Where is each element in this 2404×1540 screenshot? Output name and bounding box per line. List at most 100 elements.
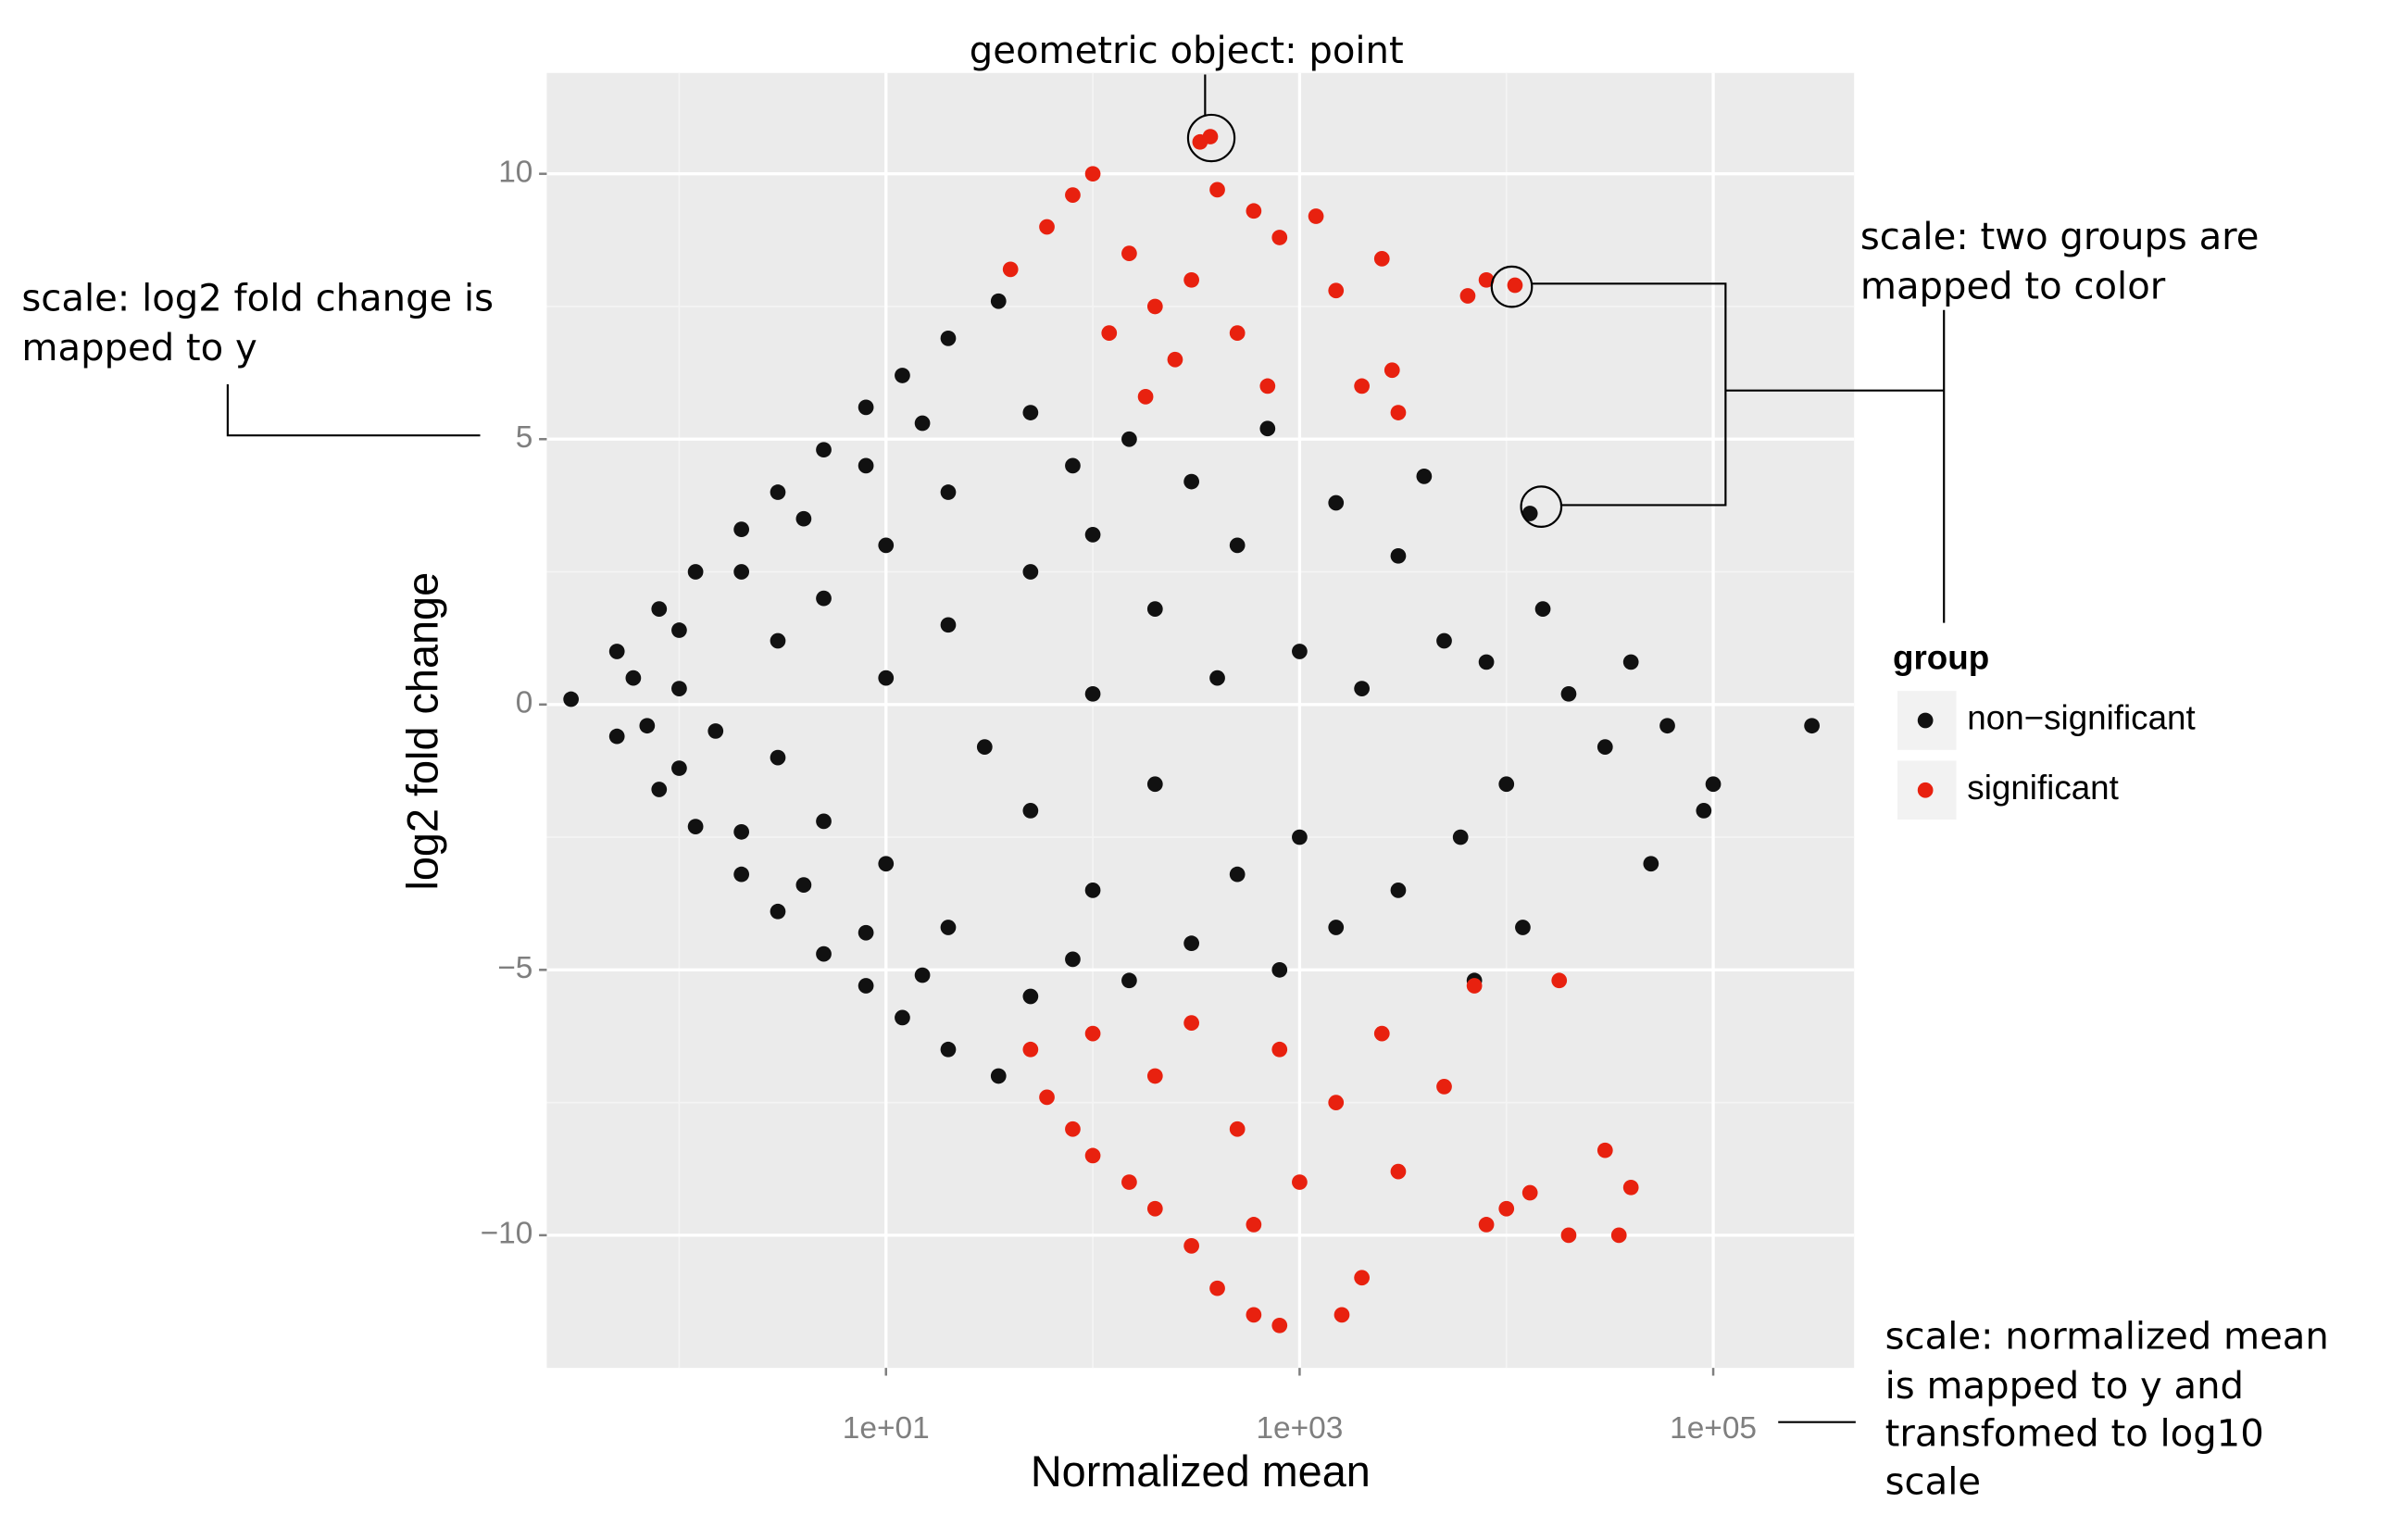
- point: [733, 521, 750, 538]
- point: [1478, 654, 1495, 670]
- point: [687, 819, 704, 834]
- point: [1209, 670, 1225, 686]
- point: [1229, 866, 1246, 883]
- point: [1259, 378, 1276, 394]
- point: [625, 670, 642, 686]
- point: [651, 601, 668, 617]
- point: [1209, 1280, 1225, 1296]
- point: [858, 457, 874, 474]
- point: [914, 967, 931, 983]
- y-axis-title: log2 fold change: [398, 572, 446, 891]
- point: [1121, 431, 1137, 447]
- point: [1436, 632, 1452, 649]
- highlight-circle: [1520, 485, 1563, 528]
- point: [1436, 1079, 1452, 1095]
- point: [1804, 718, 1820, 734]
- axes: 1e+01 1e+03 1e+05 −10 −5 0 5 10: [481, 156, 1757, 1446]
- point: [1610, 1227, 1627, 1244]
- point: [1202, 129, 1219, 144]
- point: [1705, 776, 1722, 793]
- point: [1146, 601, 1163, 617]
- point: [1084, 527, 1101, 543]
- highlight-circle: [1186, 113, 1236, 163]
- point: [1373, 1025, 1390, 1042]
- point: [858, 399, 874, 416]
- point: [1167, 351, 1183, 368]
- point: [878, 670, 895, 686]
- point: [1183, 473, 1199, 490]
- point: [1039, 1089, 1055, 1106]
- point: [1065, 187, 1081, 203]
- point: [608, 644, 625, 659]
- point: [563, 691, 580, 707]
- point: [1560, 685, 1577, 702]
- point: [1384, 362, 1400, 379]
- point: [1308, 208, 1324, 224]
- point: [1271, 1041, 1288, 1058]
- connector: [226, 384, 481, 437]
- point: [1022, 803, 1039, 819]
- x-tick-label: 1e+01: [843, 1411, 930, 1446]
- point: [1084, 166, 1101, 182]
- highlight-circle: [1490, 265, 1534, 308]
- annotation: is mapped to y and: [1885, 1365, 2244, 1408]
- point: [940, 330, 957, 346]
- point: [1271, 230, 1288, 245]
- point: [1390, 547, 1407, 564]
- point: [1121, 972, 1137, 989]
- point: [1292, 1174, 1308, 1190]
- point: [1271, 1317, 1288, 1333]
- legend-swatch: [1917, 782, 1934, 798]
- point: [1596, 1142, 1613, 1158]
- point: [1328, 1095, 1345, 1110]
- point: [1084, 1025, 1101, 1042]
- point: [940, 484, 957, 500]
- point: [1292, 829, 1308, 845]
- x-tick-label: 1e+03: [1256, 1411, 1343, 1446]
- point: [1146, 1068, 1163, 1084]
- point: [1328, 495, 1345, 511]
- annotation: mapped to color: [1860, 265, 2166, 307]
- legend-swatch: [1917, 712, 1934, 729]
- x-tick-label: 1e+05: [1670, 1411, 1757, 1446]
- point: [733, 866, 750, 883]
- point: [1643, 856, 1659, 872]
- annotation: transfomed to log10: [1885, 1413, 2264, 1456]
- point: [816, 813, 832, 830]
- point: [990, 1068, 1007, 1084]
- point: [1478, 1217, 1495, 1233]
- y-tick-label: 5: [516, 420, 533, 455]
- point: [940, 617, 957, 633]
- points: [563, 129, 1820, 1333]
- point: [816, 590, 832, 607]
- point: [1560, 1227, 1577, 1244]
- point: [639, 718, 656, 734]
- point: [878, 537, 895, 554]
- point: [1390, 1163, 1407, 1180]
- point: [1146, 298, 1163, 315]
- point: [1229, 325, 1246, 341]
- point: [733, 564, 750, 580]
- point: [1390, 405, 1407, 420]
- point: [1183, 1237, 1199, 1254]
- point: [1354, 1270, 1370, 1286]
- point: [1229, 537, 1246, 554]
- point: [1022, 988, 1039, 1005]
- point: [770, 484, 786, 500]
- point: [858, 924, 874, 941]
- point: [1002, 261, 1019, 278]
- legend-title: group: [1893, 638, 1989, 676]
- point: [1551, 972, 1568, 989]
- point: [1259, 420, 1276, 437]
- x-axis-title: Normalized mean: [1031, 1447, 1371, 1496]
- point: [1084, 883, 1101, 898]
- point: [651, 782, 668, 797]
- y-tick-label: 0: [516, 686, 533, 720]
- y-tick-label: 10: [498, 156, 532, 190]
- point: [707, 723, 724, 739]
- legend: group non−significant significant: [1893, 638, 2196, 820]
- point: [770, 903, 786, 920]
- point: [795, 877, 812, 893]
- annotation: scale: two groups are: [1860, 216, 2260, 258]
